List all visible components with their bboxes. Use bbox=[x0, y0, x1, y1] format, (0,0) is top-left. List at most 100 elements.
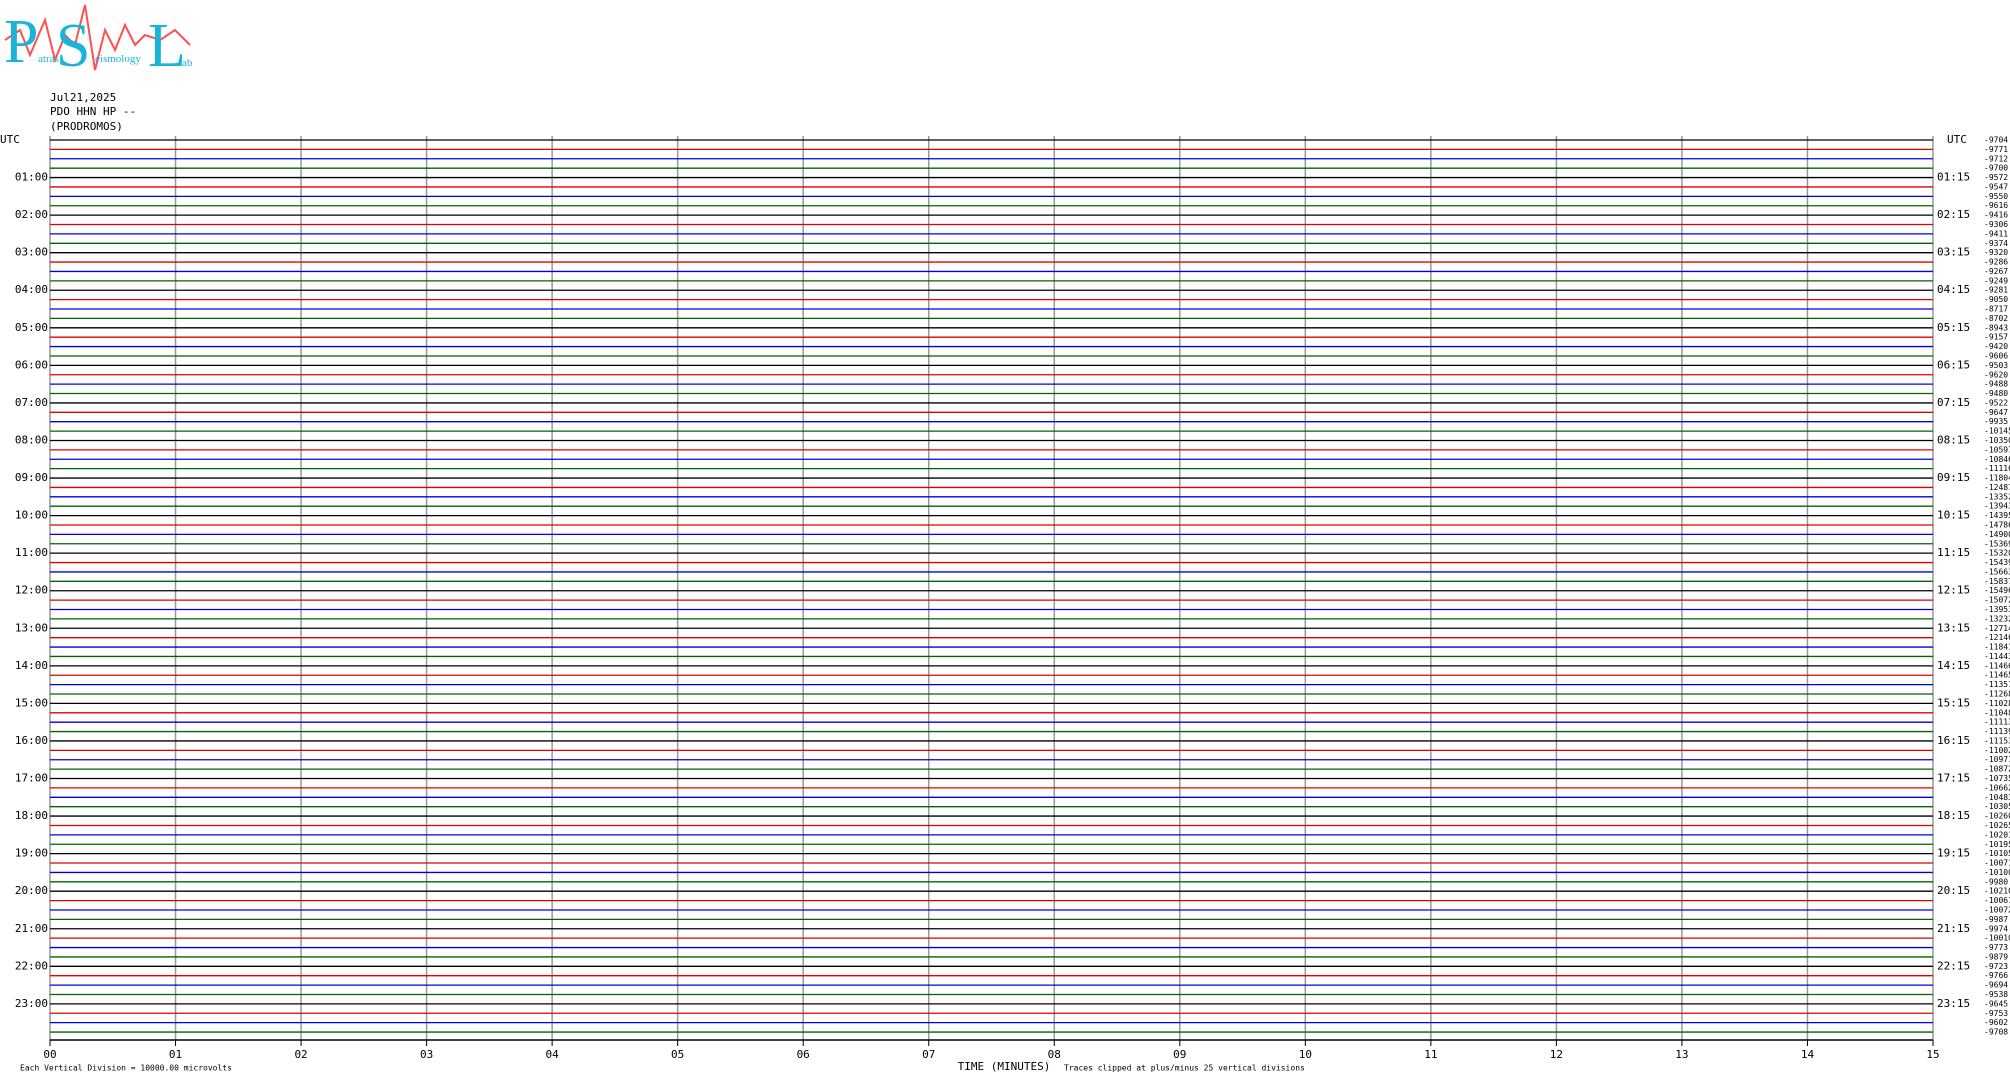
x-tick-label: 14 bbox=[1801, 1048, 1815, 1061]
plot: 00 01 02 03 04 05 06 07 08 09 10 11 12 13 14 15-9704-97… bbox=[0, 133, 2010, 1073]
trace-offset: -13352 bbox=[1984, 492, 2010, 501]
trace-offset: -15496 bbox=[1984, 586, 2010, 595]
trace-offset: -10201 bbox=[1984, 830, 2010, 839]
trace-offset: -11028 bbox=[1984, 699, 2010, 708]
left-time-label: 03:00 bbox=[15, 246, 48, 259]
trace-offset: -11443 bbox=[1984, 652, 2010, 661]
trace-offset: -9766 bbox=[1984, 971, 2008, 980]
trace-offset: -9411 bbox=[1984, 229, 2008, 238]
trace-offset: -10971 bbox=[1984, 755, 2010, 764]
x-tick-label: 09 bbox=[1173, 1048, 1186, 1061]
trace-offset: -9050 bbox=[1984, 295, 2008, 304]
trace-offset: -11116 bbox=[1984, 464, 2010, 473]
trace-offset: -9522 bbox=[1984, 398, 2008, 407]
trace-offset: -9935 bbox=[1984, 417, 2008, 426]
right-time-label: 11:15 bbox=[1937, 546, 1970, 559]
trace-offset: -13943 bbox=[1984, 502, 2010, 511]
trace-offset: -12487 bbox=[1984, 483, 2010, 492]
right-time-label: 04:15 bbox=[1937, 283, 1970, 296]
date: Jul21,2025 bbox=[50, 91, 116, 104]
trace-offset: -11804 bbox=[1984, 474, 2010, 483]
trace-offset: -14786 bbox=[1984, 520, 2010, 529]
right-time-label: 22:15 bbox=[1937, 959, 1970, 972]
right-time-label: 13:15 bbox=[1937, 621, 1970, 634]
x-axis-label: TIME (MINUTES) bbox=[958, 1060, 1051, 1073]
trace-offset: -11268 bbox=[1984, 690, 2010, 699]
trace-offset: -10305 bbox=[1984, 802, 2010, 811]
clip-note: Traces clipped at plus/minus 25 vertical… bbox=[1064, 1064, 1305, 1073]
station: PDO HHN HP -- bbox=[50, 105, 136, 118]
trace-offset: -9320 bbox=[1984, 248, 2008, 257]
right-time-label: 17:15 bbox=[1937, 772, 1970, 785]
trace-offset: -9606 bbox=[1984, 351, 2008, 360]
trace-offset: -9712 bbox=[1984, 154, 2008, 163]
left-time-label: 02:00 bbox=[15, 208, 48, 221]
trace-offset: -9547 bbox=[1984, 182, 2008, 191]
trace-offset: -15320 bbox=[1984, 549, 2010, 558]
left-time-label: 07:00 bbox=[15, 396, 48, 409]
left-time-label: 09:00 bbox=[15, 471, 48, 484]
logo-word: ab bbox=[182, 57, 193, 69]
left-time-label: 12:00 bbox=[15, 584, 48, 597]
trace-offset: -14395 bbox=[1984, 511, 2010, 520]
trace-offset: -9753 bbox=[1984, 1009, 2008, 1018]
x-tick-label: 04 bbox=[546, 1048, 560, 1061]
trace-offset: -9550 bbox=[1984, 192, 2008, 201]
trace-offset: -10260 bbox=[1984, 812, 2010, 821]
trace-offset: -10145 bbox=[1984, 427, 2010, 436]
right-time-label: 15:15 bbox=[1937, 696, 1970, 709]
trace-offset: -9306 bbox=[1984, 220, 2008, 229]
right-time-label: 10:15 bbox=[1937, 509, 1970, 522]
left-time-label: 06:00 bbox=[15, 358, 48, 371]
trace-offset: -9538 bbox=[1984, 990, 2008, 999]
x-tick-label: 15 bbox=[1926, 1048, 1939, 1061]
x-tick-label: 06 bbox=[797, 1048, 810, 1061]
logo-word: eismology bbox=[95, 53, 141, 65]
right-time-label: 06:15 bbox=[1937, 358, 1970, 371]
trace-offset: -9480 bbox=[1984, 389, 2008, 398]
trace-offset: -9616 bbox=[1984, 201, 2008, 210]
trace-offset: -9602 bbox=[1984, 1018, 2008, 1027]
trace-offset: -15369 bbox=[1984, 539, 2010, 548]
trace-offset: -8943 bbox=[1984, 323, 2008, 332]
right-time-label: 19:15 bbox=[1937, 847, 1970, 860]
trace-offset: -9249 bbox=[1984, 276, 2008, 285]
trace-offset: -9503 bbox=[1984, 361, 2008, 370]
trace-offset: -9416 bbox=[1984, 211, 2008, 220]
right-time-label: 18:15 bbox=[1937, 809, 1970, 822]
trace-offset: -11351 bbox=[1984, 680, 2010, 689]
trace-offset: -9572 bbox=[1984, 173, 2008, 182]
trace-offset: -9420 bbox=[1984, 342, 2008, 351]
trace-offset: -10483 bbox=[1984, 793, 2010, 802]
trace-offset: -9708 bbox=[1984, 1028, 2008, 1037]
left-time-label: 04:00 bbox=[15, 283, 48, 296]
trace-offset: -11153 bbox=[1984, 736, 2010, 745]
trace-offset: -11048 bbox=[1984, 708, 2010, 717]
trace-offset: -10061 bbox=[1984, 896, 2010, 905]
right-time-label: 05:15 bbox=[1937, 321, 1970, 334]
trace-offset: -10735 bbox=[1984, 774, 2010, 783]
trace-offset: -9157 bbox=[1984, 333, 2008, 342]
logo-word: atras bbox=[38, 53, 59, 65]
x-tick-label: 07 bbox=[922, 1048, 935, 1061]
x-tick-label: 11 bbox=[1424, 1048, 1437, 1061]
trace-offset: -9700 bbox=[1984, 164, 2008, 173]
left-time-label: 22:00 bbox=[15, 959, 48, 972]
logo-squiggle bbox=[4, 4, 191, 71]
trace-offset: -10597 bbox=[1984, 445, 2010, 454]
trace-offset: -9620 bbox=[1984, 370, 2008, 379]
trace-offset: -15439 bbox=[1984, 558, 2010, 567]
left-time-label: 23:00 bbox=[15, 997, 48, 1010]
logo-letter: S bbox=[56, 12, 90, 80]
trace-offset: -12714 bbox=[1984, 624, 2010, 633]
trace-offset: -9694 bbox=[1984, 981, 2008, 990]
left-time-label: 08:00 bbox=[15, 433, 48, 446]
left-time-label: 18:00 bbox=[15, 809, 48, 822]
right-time-label: 07:15 bbox=[1937, 396, 1970, 409]
trace-offset: -9773 bbox=[1984, 943, 2008, 952]
trace-offset: -8702 bbox=[1984, 314, 2008, 323]
trace-offset: -15663 bbox=[1984, 567, 2010, 576]
trace-offset: -14900 bbox=[1984, 530, 2010, 539]
trace-offset: -9647 bbox=[1984, 408, 2008, 417]
trace-offset: -10846 bbox=[1984, 455, 2010, 464]
